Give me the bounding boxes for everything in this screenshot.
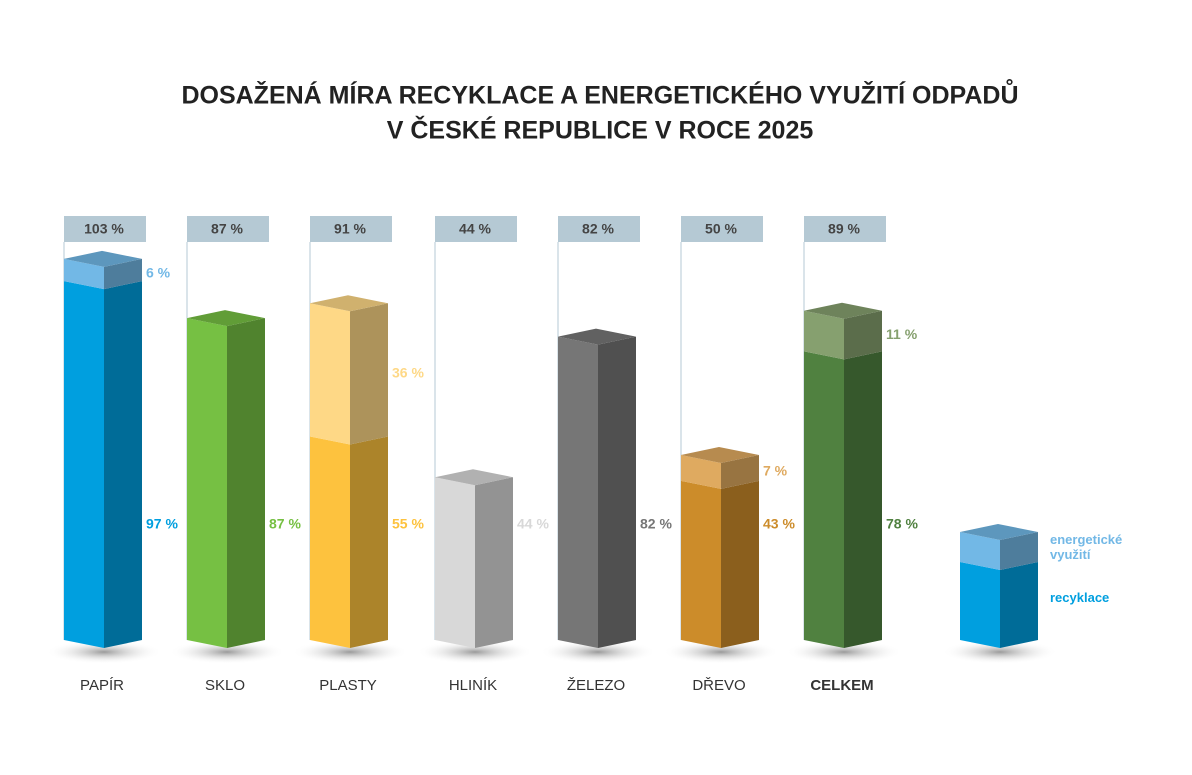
bar-top xyxy=(681,447,759,463)
bar-front xyxy=(804,310,844,360)
bar-side xyxy=(721,455,759,489)
total-label: 87 % xyxy=(211,221,243,237)
bar-front xyxy=(558,336,598,648)
bar-side xyxy=(598,336,636,648)
shadow xyxy=(942,640,1058,664)
total-box xyxy=(558,216,640,242)
x-tick-label: PAPÍR xyxy=(80,677,124,694)
bar-side xyxy=(350,436,388,648)
bar-top xyxy=(804,302,882,319)
x-tick-label: PLASTY xyxy=(319,677,377,694)
bar-side xyxy=(844,310,882,360)
bar-side xyxy=(227,318,265,648)
shadow xyxy=(417,640,533,664)
bar-side xyxy=(350,303,388,445)
x-tick-label: ŽELEZO xyxy=(567,677,625,694)
shadow xyxy=(292,640,408,664)
bar-top xyxy=(64,250,142,267)
bar-side xyxy=(104,281,142,648)
legend-swatch xyxy=(960,524,1038,540)
bar-front xyxy=(804,351,844,648)
total-box xyxy=(187,216,269,242)
total-box xyxy=(681,216,763,242)
total-box xyxy=(64,216,146,242)
chart-title: DOSAŽENÁ MÍRA RECYKLACE A ENERGETICKÉHO … xyxy=(181,78,1018,110)
x-tick-label: SKLO xyxy=(205,677,245,694)
bar-top xyxy=(310,295,388,312)
bar-front xyxy=(310,303,350,445)
bar-top xyxy=(187,310,265,327)
value-label: 87 % xyxy=(269,516,301,532)
x-tick-label: CELKEM xyxy=(810,677,873,694)
total-label: 44 % xyxy=(459,221,491,237)
value-label: 11 % xyxy=(886,326,918,342)
total-label: 82 % xyxy=(582,221,614,237)
bar-front xyxy=(435,477,475,648)
bar-front xyxy=(681,455,721,489)
total-label: 50 % xyxy=(705,221,737,237)
bar-front xyxy=(187,318,227,648)
shadow xyxy=(663,640,779,664)
value-label: 82 % xyxy=(640,516,672,532)
value-label: 44 % xyxy=(517,516,549,532)
value-label: 97 % xyxy=(146,516,178,532)
bar-front xyxy=(64,258,104,290)
x-tick-label: DŘEVO xyxy=(692,677,745,694)
total-label: 91 % xyxy=(334,221,366,237)
shadow xyxy=(169,640,285,664)
legend-swatch xyxy=(1000,532,1038,570)
value-label: 78 % xyxy=(886,516,918,532)
total-box xyxy=(435,216,517,242)
bar-side xyxy=(844,351,882,648)
bar-top xyxy=(435,469,513,486)
total-box xyxy=(804,216,886,242)
value-label: 6 % xyxy=(146,265,171,281)
value-label: 7 % xyxy=(763,463,788,479)
legend-swatch xyxy=(1000,562,1038,648)
legend-label: recyklace xyxy=(1050,590,1110,605)
bar-side xyxy=(721,480,759,648)
x-tick-label: HLINÍK xyxy=(449,677,497,694)
total-label: 89 % xyxy=(828,221,860,237)
bar-side xyxy=(475,477,513,648)
bar-side xyxy=(104,258,142,290)
legend-swatch xyxy=(960,562,1000,648)
legend-swatch xyxy=(960,532,1000,570)
total-label: 103 % xyxy=(84,221,124,237)
bar-front xyxy=(64,281,104,648)
shadow xyxy=(46,640,162,664)
value-label: 43 % xyxy=(763,516,795,532)
legend-label: energetické využití xyxy=(1050,532,1123,562)
chart-title: V ČESKÉ REPUBLICE V ROCE 2025 xyxy=(387,115,814,145)
shadow xyxy=(786,640,902,664)
value-label: 55 % xyxy=(392,516,424,532)
shadow xyxy=(540,640,656,664)
bar-top xyxy=(558,328,636,345)
bar-front xyxy=(310,436,350,648)
bar-front xyxy=(681,480,721,648)
total-box xyxy=(310,216,392,242)
value-label: 36 % xyxy=(392,365,424,381)
